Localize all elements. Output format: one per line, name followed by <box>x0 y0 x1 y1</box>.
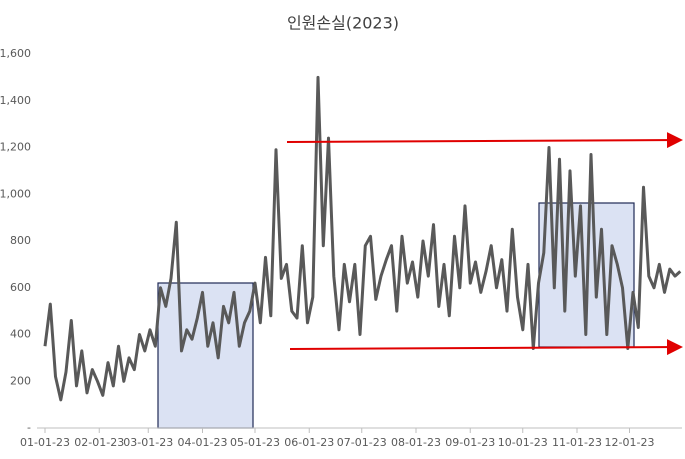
y-tick-label: 1,400 <box>0 94 31 107</box>
x-tick-label: 02-01-23 <box>74 436 124 449</box>
x-tick-label: 08-01-23 <box>391 436 441 449</box>
plot-area: - 200 400 600 800 1,000 1,200 1,400 1,600 01-01-2… <box>0 47 682 449</box>
y-tick-label: 400 <box>10 328 31 341</box>
x-tick-label: 12-01-23 <box>605 436 655 449</box>
x-tick-label: 06-01-23 <box>284 436 334 449</box>
trend-arrow <box>289 339 683 356</box>
y-tick-label: 1,200 <box>0 141 31 154</box>
y-tick-label: 1,600 <box>0 47 31 60</box>
y-tick-label: 1,000 <box>0 187 31 200</box>
x-tick-label: 03-01-23 <box>123 436 173 449</box>
x-tick-label: 05-01-23 <box>230 436 280 449</box>
chart-title: 인원손실(2023) <box>287 14 399 33</box>
y-tick-label: - <box>27 421 31 434</box>
x-tick-label: 07-01-23 <box>337 436 387 449</box>
x-tick-label: 11-01-23 <box>552 436 602 449</box>
data-line <box>43 75 682 402</box>
x-tick-label: 09-01-23 <box>445 436 495 449</box>
y-tick-label: 600 <box>10 281 31 294</box>
y-tick-label: 200 <box>10 374 31 387</box>
trend-arrow <box>286 132 683 149</box>
highlight-box <box>157 282 254 429</box>
x-tick-label: 04-01-23 <box>178 436 228 449</box>
x-tick-label: 10-01-23 <box>498 436 548 449</box>
x-tick-label: 01-01-23 <box>20 436 70 449</box>
y-tick-label: 800 <box>10 234 31 247</box>
